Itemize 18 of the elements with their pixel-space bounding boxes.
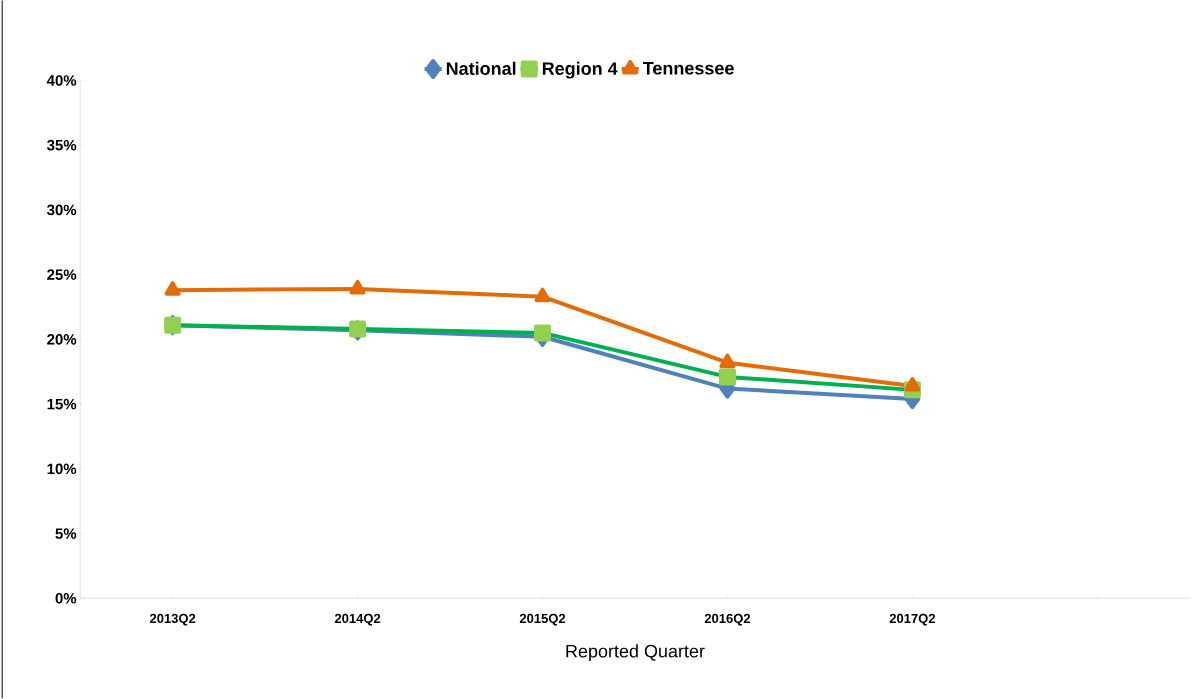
y-tick-label: 40% — [46, 75, 77, 86]
x-tick-label: 2015Q2 — [519, 613, 566, 626]
x-axis-title: Reported Quarter — [566, 644, 705, 662]
y-tick-label: 5% — [55, 528, 77, 539]
y-tick-label: 35% — [46, 139, 77, 151]
legend-label: Tennessee — [642, 62, 734, 75]
y-tick-label: 10% — [47, 463, 77, 475]
x-tick-label: 2013Q2 — [149, 613, 196, 626]
x-tick-label: 2016Q2 — [704, 613, 751, 626]
legend-label: Region 4 — [542, 61, 618, 79]
y-tick-label: 0% — [55, 593, 77, 604]
x-tick-label: 2017Q2 — [889, 613, 935, 626]
y-tick-label: 25% — [47, 269, 77, 281]
x-tick-label: 2014Q2 — [334, 613, 381, 626]
y-tick-label: 30% — [46, 204, 77, 216]
y-tick-label: 15% — [47, 398, 77, 410]
y-tick-label: 20% — [47, 334, 77, 345]
legend-label: National — [446, 61, 516, 76]
